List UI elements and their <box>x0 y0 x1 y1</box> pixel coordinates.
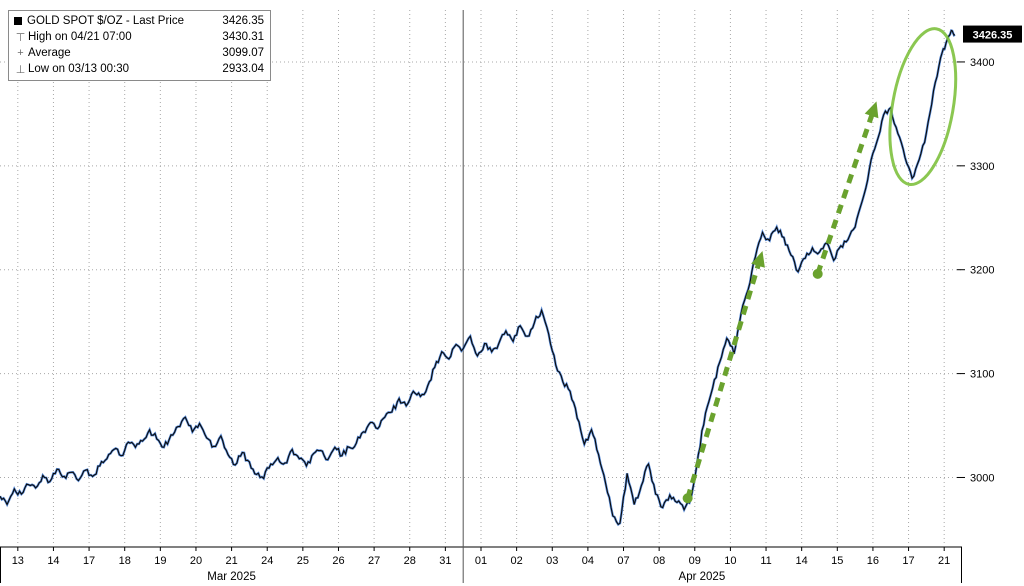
svg-text:09: 09 <box>689 555 701 567</box>
average-marker-icon: + <box>17 47 24 59</box>
svg-text:10: 10 <box>724 555 736 567</box>
svg-text:27: 27 <box>368 555 380 567</box>
svg-text:26: 26 <box>332 555 344 567</box>
svg-text:3400: 3400 <box>970 57 994 69</box>
svg-text:17: 17 <box>83 555 95 567</box>
svg-text:3426.35: 3426.35 <box>973 30 1013 42</box>
svg-text:07: 07 <box>617 555 629 567</box>
last-price-value: 3426.35 <box>222 15 264 27</box>
svg-text:25: 25 <box>297 555 309 567</box>
svg-text:15: 15 <box>831 555 843 567</box>
svg-text:03: 03 <box>546 555 558 567</box>
svg-text:3100: 3100 <box>970 369 994 381</box>
average-value: 3099.07 <box>222 47 264 59</box>
high-label: High on 04/21 07:00 <box>28 31 132 43</box>
low-marker-icon: ⊥ <box>15 63 26 76</box>
svg-text:18: 18 <box>119 555 131 567</box>
legend-row-title: GOLD SPOT $/OZ - Last Price 3426.35 <box>14 13 264 29</box>
svg-text:13: 13 <box>12 555 24 567</box>
svg-text:17: 17 <box>902 555 914 567</box>
svg-text:04: 04 <box>582 555 594 567</box>
svg-text:21: 21 <box>938 555 950 567</box>
svg-text:19: 19 <box>154 555 166 567</box>
svg-text:01: 01 <box>475 555 487 567</box>
svg-text:14: 14 <box>47 555 59 567</box>
svg-text:21: 21 <box>225 555 237 567</box>
legend-row-low: ⊥ Low on 03/13 00:30 2933.04 <box>14 61 264 77</box>
svg-text:Apr 2025: Apr 2025 <box>679 571 726 583</box>
svg-text:31: 31 <box>439 555 451 567</box>
legend-box: GOLD SPOT $/OZ - Last Price 3426.35 ⊤ Hi… <box>8 10 271 81</box>
series-swatch-icon <box>14 17 22 25</box>
svg-text:20: 20 <box>190 555 202 567</box>
high-value: 3430.31 <box>222 31 264 43</box>
svg-text:24: 24 <box>261 555 273 567</box>
legend-row-high: ⊤ High on 04/21 07:00 3430.31 <box>14 29 264 45</box>
svg-text:3000: 3000 <box>970 472 994 484</box>
svg-text:02: 02 <box>511 555 523 567</box>
svg-text:28: 28 <box>404 555 416 567</box>
svg-text:08: 08 <box>653 555 665 567</box>
svg-text:3200: 3200 <box>970 265 994 277</box>
svg-text:14: 14 <box>796 555 808 567</box>
svg-text:3300: 3300 <box>970 161 994 173</box>
low-value: 2933.04 <box>222 63 264 75</box>
svg-text:16: 16 <box>867 555 879 567</box>
high-marker-icon: ⊤ <box>15 31 26 44</box>
legend-row-average: + Average 3099.07 <box>14 45 264 61</box>
svg-text:11: 11 <box>760 555 771 567</box>
average-label: Average <box>28 47 71 59</box>
svg-text:Mar 2025: Mar 2025 <box>207 571 256 583</box>
series-label: GOLD SPOT $/OZ - Last Price <box>27 15 184 27</box>
low-label: Low on 03/13 00:30 <box>28 63 130 75</box>
